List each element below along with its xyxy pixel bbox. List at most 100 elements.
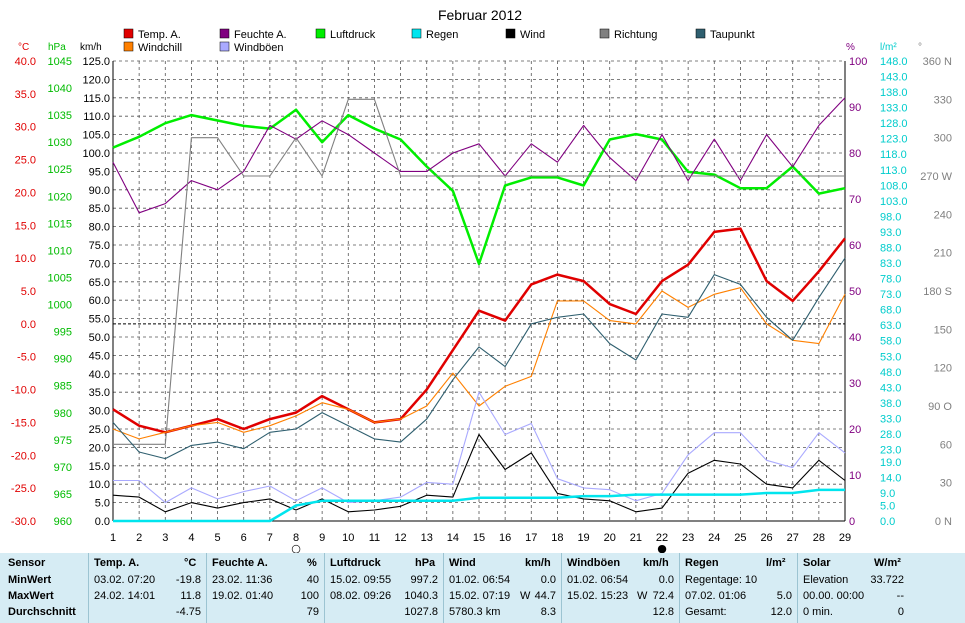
humidity-tick-label: 30 <box>849 378 861 390</box>
direction-tick-label: 300 <box>934 133 952 145</box>
x-tick-label: 26 <box>760 532 772 544</box>
legend-swatch <box>695 28 706 39</box>
direction-tick-label: 30 <box>940 478 952 490</box>
stats-header-sensor: Sensor <box>8 557 46 569</box>
legend-label: Richtung <box>614 29 657 41</box>
x-tick-label: 18 <box>551 532 563 544</box>
humidity-tick-label: 70 <box>849 194 861 206</box>
legend-label: Feuchte A. <box>234 29 287 41</box>
series-wind-line <box>112 433 846 513</box>
wind-tick-label: 70.0 <box>89 258 110 270</box>
x-tick-label: 2 <box>136 532 142 544</box>
wind-tick-label: 40.0 <box>89 369 110 381</box>
series-temp-a-line <box>112 227 846 434</box>
direction-tick-label: 60 <box>940 439 952 451</box>
x-tick-label: 22 <box>656 532 668 544</box>
wind-tick-label: 0.0 <box>95 516 110 528</box>
x-tick-label: 13 <box>421 532 433 544</box>
stats-press-max-val: 1040.3 <box>404 590 438 602</box>
wind-tick-label: 45.0 <box>89 350 110 362</box>
wind-tick-label: 25.0 <box>89 424 110 436</box>
temp-tick-label: 0.0 <box>21 319 36 331</box>
stats-wind-distance: 5780.3 km <box>449 606 501 618</box>
wind-tick-label: 75.0 <box>89 240 110 252</box>
series-richtung-line <box>113 98 845 445</box>
legend-swatch <box>505 28 516 39</box>
x-tick-label: 27 <box>787 532 799 544</box>
stats-hum-avg: 79 <box>306 606 319 618</box>
temp-tick-label: 40.0 <box>15 56 36 68</box>
stats-temp-max-val: 11.8 <box>180 590 201 602</box>
x-tick-label: 28 <box>813 532 825 544</box>
stats-row-max: MaxWert <box>8 590 54 602</box>
humidity-tick-label: 20 <box>849 424 861 436</box>
x-tick-label: 12 <box>394 532 406 544</box>
rain-tick-label: 103.0 <box>880 196 908 208</box>
x-tick-label: 19 <box>577 532 589 544</box>
temp-tick-label: 30.0 <box>15 122 36 134</box>
wind-tick-label: 95.0 <box>89 166 110 178</box>
pressure-tick-label: 960 <box>54 516 72 528</box>
legend-label: Windböen <box>234 42 284 54</box>
x-tick-label: 9 <box>319 532 325 544</box>
rain-tick-label: 43.0 <box>880 382 901 394</box>
wind-tick-label: 55.0 <box>89 314 110 326</box>
stats-temp-unit: °C <box>184 557 197 569</box>
x-tick-label: 6 <box>241 532 247 544</box>
moon-phase-icon: ○ <box>291 542 301 553</box>
x-tick-label: 21 <box>630 532 642 544</box>
rain-tick-label: 68.0 <box>880 305 901 317</box>
direction-tick-label: 120 <box>934 363 952 375</box>
legend-label: Wind <box>520 29 545 41</box>
pressure-tick-label: 980 <box>54 408 72 420</box>
stats-solar-header: Solar <box>803 557 831 569</box>
wind-tick-label: 80.0 <box>89 222 110 234</box>
direction-tick-label: 180 S <box>923 286 952 298</box>
pressure-tick-label: 1035 <box>48 110 72 122</box>
pressure-tick-label: 1025 <box>48 164 72 176</box>
stats-hum-unit: % <box>307 557 317 569</box>
stats-wind-min-time: 01.02. 06:54 <box>449 574 511 586</box>
rain-tick-label: 0.0 <box>880 516 895 528</box>
stats-wind-min-val: 0.0 <box>540 574 556 586</box>
rain-tick-label: 19.0 <box>880 457 901 469</box>
direction-tick-label: 150 <box>934 324 952 336</box>
humidity-tick-label: 80 <box>849 148 861 160</box>
temp-tick-label: 5.0 <box>21 286 36 298</box>
stats-rain-max-time: 07.02. 01:06 <box>685 590 747 602</box>
x-tick-label: 25 <box>734 532 746 544</box>
temp-tick-label: 25.0 <box>15 155 36 167</box>
pressure-tick-label: 1005 <box>48 272 72 284</box>
rain-tick-label: 93.0 <box>880 227 901 239</box>
legend-label: Temp. A. <box>138 29 181 41</box>
rain-tick-label: 14.0 <box>880 472 901 484</box>
stats-gust-max-time: 15.02. 15:23 <box>567 590 629 602</box>
rain-tick-label: 128.0 <box>880 118 908 130</box>
x-tick-label: 24 <box>708 532 720 544</box>
stats-temp-min-val: -19.8 <box>175 574 201 586</box>
rain-tick-label: 88.0 <box>880 242 901 254</box>
rain-tick-label: 118.0 <box>880 149 907 161</box>
legend-swatch <box>219 41 230 52</box>
pressure-tick-label: 1030 <box>48 137 72 149</box>
stats-press-max-time: 08.02. 09:26 <box>330 590 392 602</box>
stats-wind-max-dir: W <box>520 590 531 602</box>
stats-press-unit: hPa <box>415 557 436 569</box>
x-tick-label: 20 <box>604 532 616 544</box>
legend-swatch <box>123 28 134 39</box>
legend-label: Taupunkt <box>710 29 755 41</box>
series-windchill-line <box>112 287 846 440</box>
stats-temp-header: Temp. A. <box>94 557 140 569</box>
series-regen-line <box>113 488 845 523</box>
stats-wind-unit: km/h <box>525 557 551 569</box>
humidity-tick-label: 0 <box>849 516 855 528</box>
axis-units: °C hPa km/h% l/m² ° <box>18 42 922 53</box>
pressure-tick-label: 1040 <box>48 83 72 95</box>
direction-tick-label: 210 <box>934 248 952 260</box>
pressure-tick-label: 1000 <box>48 300 72 312</box>
stats-solar-max-val: -- <box>896 590 904 602</box>
wind-tick-label: 125.0 <box>82 56 110 68</box>
stats-rain-unit: l/m² <box>766 557 786 569</box>
pressure-tick-label: 1010 <box>48 245 72 257</box>
pressure-tick-label: 990 <box>54 354 72 366</box>
